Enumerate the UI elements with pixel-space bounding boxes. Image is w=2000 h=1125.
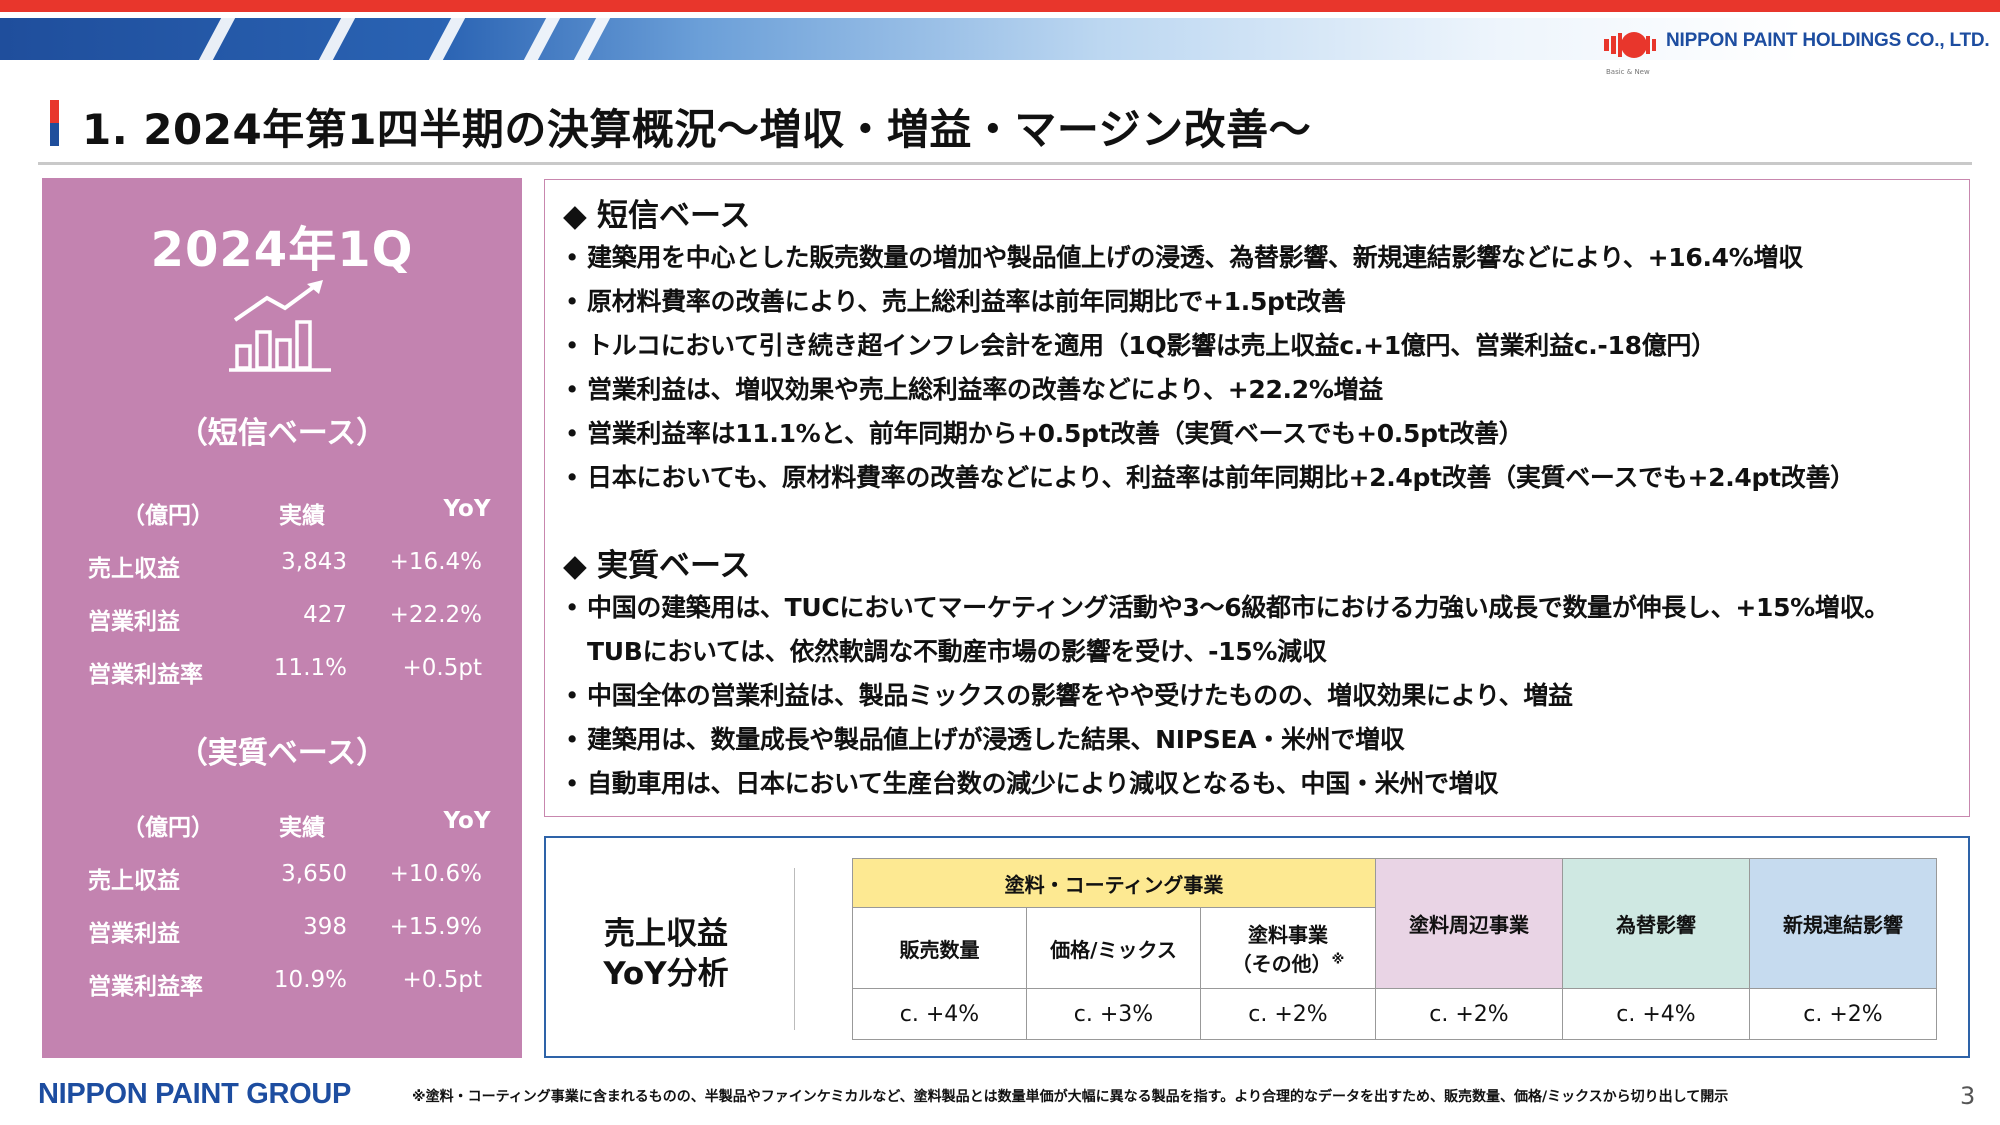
- header-text: （その他）: [1231, 952, 1332, 976]
- bullet-item: • 中国の建築用は、TUCにおいてマーケティング活動や3～6級都市における力強い成…: [564, 593, 1890, 622]
- tanshin-section-heading: ◆ 短信ベース: [563, 190, 750, 235]
- yoy-analysis-label: 売上収益 YoY分析: [546, 914, 786, 994]
- bullet-item: • 営業利益は、増収効果や売上総利益率の改善などにより、+22.2%増益: [564, 375, 1384, 404]
- title-divider: [38, 162, 1972, 165]
- kpi-label: 営業利益率: [88, 662, 203, 688]
- company-logo: NIPPON PAINT HOLDINGS CO., LTD. Basic & …: [1602, 26, 1990, 76]
- volume-value: c. +4%: [852, 988, 1027, 1040]
- section-title: 短信ベース: [597, 198, 751, 234]
- section-title: 実質ベース: [597, 548, 751, 584]
- kpi-yoy: +16.4%: [389, 549, 482, 575]
- company-name: NIPPON PAINT HOLDINGS CO., LTD.: [1666, 30, 1990, 51]
- kpi-actual: 10.9%: [273, 967, 347, 993]
- actual-header: 実績: [279, 503, 325, 529]
- nippon-paint-mark-icon: [1604, 32, 1656, 58]
- unit-label: （億円）: [122, 815, 214, 841]
- summary-panel: 2024年1Q （短信ベース） （億円） 実績 YoY 売上収益 3,843 +…: [42, 178, 522, 1058]
- bullet-text: 建築用は、数量成長や製品値上げが浸透した結果、NIPSEA・米州で増収: [587, 725, 1405, 754]
- bullet-item: • トルコにおいて引き続き超インフレ会計を適用（1Q影響は売上収益c.+1億円、営…: [564, 331, 1716, 360]
- coating-other-header: 塗料事業 （その他）※: [1200, 907, 1376, 989]
- bullet-text: 建築用を中心とした販売数量の増加や製品値上げの浸透、為替影響、新規連結影響などに…: [587, 243, 1803, 272]
- kpi-row-operating-margin: 営業利益率 11.1% +0.5pt: [42, 655, 522, 695]
- kpi-row-operating-profit: 営業利益 398 +15.9%: [42, 914, 522, 954]
- kpi-row-revenue: 売上収益 3,650 +10.6%: [42, 861, 522, 901]
- period-heading: 2024年1Q: [150, 222, 414, 278]
- kpi-actual: 11.1%: [273, 655, 347, 681]
- coating-other-value: c. +2%: [1200, 988, 1376, 1040]
- kpi-yoy: +10.6%: [389, 861, 482, 887]
- kpi-actual: 398: [303, 914, 347, 940]
- diamond-bullet-icon: ◆: [563, 548, 587, 584]
- new-consolidation-value: c. +2%: [1749, 988, 1937, 1040]
- bullet-text: 営業利益は、増収効果や売上総利益率の改善などにより、+22.2%増益: [587, 375, 1383, 404]
- company-tagline: Basic & New: [1606, 68, 1650, 76]
- bullet-text: トルコにおいて引き続き超インフレ会計を適用（1Q影響は売上収益c.+1億円、営業…: [587, 331, 1716, 360]
- jisshitsu-section-heading: ◆ 実質ベース: [563, 540, 750, 585]
- kpi-yoy: +22.2%: [389, 602, 482, 628]
- title-marker: [50, 100, 59, 146]
- group-logo: NIPPON PAINT GROUP: [38, 1078, 352, 1110]
- bullet-item: • 日本においても、原材料費率の改善などにより、利益率は前年同期比+2.4pt改善…: [564, 463, 1855, 492]
- kpi-label: 売上収益: [88, 868, 180, 894]
- revenue-yoy-analysis: 売上収益 YoY分析 塗料・コーティング事業 塗料周辺事業 為替影響 新規連結影…: [544, 836, 1970, 1058]
- kpi-label: 営業利益率: [88, 974, 203, 1000]
- kpi-yoy: +15.9%: [389, 914, 482, 940]
- kpi-label: 売上収益: [88, 556, 180, 582]
- footnote-mark: ※: [1331, 952, 1345, 968]
- kpi-row-operating-margin: 営業利益率 10.9% +0.5pt: [42, 967, 522, 1007]
- label-divider: [794, 868, 795, 1030]
- growth-chart-icon: [229, 280, 331, 372]
- commentary-box: ◆ 短信ベース • 建築用を中心とした販売数量の増加や製品値上げの浸透、為替影響、新…: [544, 179, 1970, 817]
- tanshin-basis-heading: （短信ベース）: [177, 416, 387, 451]
- actual-header: 実績: [279, 815, 325, 841]
- coating-business-header: 塗料・コーティング事業: [852, 858, 1376, 908]
- kpi-actual: 3,843: [281, 549, 347, 575]
- kpi-actual: 427: [303, 602, 347, 628]
- kpi-header-row: （億円） 実績 YoY: [42, 808, 522, 848]
- page-number: 3: [1960, 1082, 1976, 1110]
- bullet-item: • 中国全体の営業利益は、製品ミックスの影響をやや受けたものの、増収効果により、増…: [564, 681, 1573, 710]
- bullet-item: • 建築用は、数量成長や製品値上げが浸透した結果、NIPSEA・米州で増収: [564, 725, 1405, 754]
- kpi-row-revenue: 売上収益 3,843 +16.4%: [42, 549, 522, 589]
- fx-impact-header: 為替影響: [1562, 858, 1750, 989]
- bullet-text: 営業利益率は11.1%と、前年同期から+0.5pt改善（実質ベースでも+0.5p…: [587, 419, 1524, 448]
- footnote: ※塗料・コーティング事業に含まれるものの、半製品やファインケミカルなど、塗料製品…: [412, 1089, 1729, 1105]
- peripheral-value: c. +2%: [1375, 988, 1563, 1040]
- peripheral-business-header: 塗料周辺事業: [1375, 858, 1563, 989]
- bullet-text: 自動車用は、日本において生産台数の減少により減収となるも、中国・米州で増収: [587, 769, 1499, 798]
- header-line: 塗料事業: [1248, 923, 1328, 947]
- bullet-item: • 原材料費率の改善により、売上総利益率は前年同期比で+1.5pt改善: [564, 287, 1346, 316]
- yoy-header: YoY: [443, 496, 491, 522]
- bullet-text: 中国の建築用は、TUCにおいてマーケティング活動や3～6級都市における力強い成長…: [587, 593, 1890, 622]
- bullet-item: • 営業利益率は11.1%と、前年同期から+0.5pt改善（実質ベースでも+0.5…: [564, 419, 1524, 448]
- top-accent-bar: [0, 0, 2000, 12]
- kpi-label: 営業利益: [88, 921, 180, 947]
- kpi-label: 営業利益: [88, 609, 180, 635]
- yoy-breakdown-table: 塗料・コーティング事業 塗料周辺事業 為替影響 新規連結影響 販売数量 価格/ミ…: [852, 858, 1937, 1040]
- volume-header: 販売数量: [852, 907, 1027, 989]
- diamond-bullet-icon: ◆: [563, 198, 587, 234]
- new-consolidation-header: 新規連結影響: [1749, 858, 1937, 989]
- label-line: 売上収益: [604, 916, 728, 952]
- bullet-continuation: TUBにおいては、依然軟調な不動産市場の影響を受け、-15%減収: [587, 637, 1327, 666]
- kpi-row-operating-profit: 営業利益 427 +22.2%: [42, 602, 522, 642]
- yoy-header: YoY: [443, 808, 491, 834]
- page-title: 1. 2024年第1四半期の決算概況～増収・増益・マージン改善～: [82, 105, 1312, 154]
- fx-value: c. +4%: [1562, 988, 1750, 1040]
- label-line: YoY分析: [603, 956, 729, 992]
- unit-label: （億円）: [122, 503, 214, 529]
- jisshitsu-basis-heading: （実質ベース）: [177, 736, 387, 771]
- header-line: （その他）※: [1201, 948, 1375, 977]
- kpi-yoy: +0.5pt: [402, 967, 482, 993]
- bullet-text: 原材料費率の改善により、売上総利益率は前年同期比で+1.5pt改善: [587, 287, 1346, 316]
- price-mix-header: 価格/ミックス: [1026, 907, 1201, 989]
- bullet-item: • 建築用を中心とした販売数量の増加や製品値上げの浸透、為替影響、新規連結影響など…: [564, 243, 1803, 272]
- kpi-header-row: （億円） 実績 YoY: [42, 496, 522, 536]
- price-mix-value: c. +3%: [1026, 988, 1201, 1040]
- bullet-text: 中国全体の営業利益は、製品ミックスの影響をやや受けたものの、増収効果により、増益: [587, 681, 1573, 710]
- bullet-text: 日本においても、原材料費率の改善などにより、利益率は前年同期比+2.4pt改善（…: [587, 463, 1855, 492]
- bullet-item: • 自動車用は、日本において生産台数の減少により減収となるも、中国・米州で増収: [564, 769, 1499, 798]
- kpi-actual: 3,650: [281, 861, 347, 887]
- kpi-yoy: +0.5pt: [402, 655, 482, 681]
